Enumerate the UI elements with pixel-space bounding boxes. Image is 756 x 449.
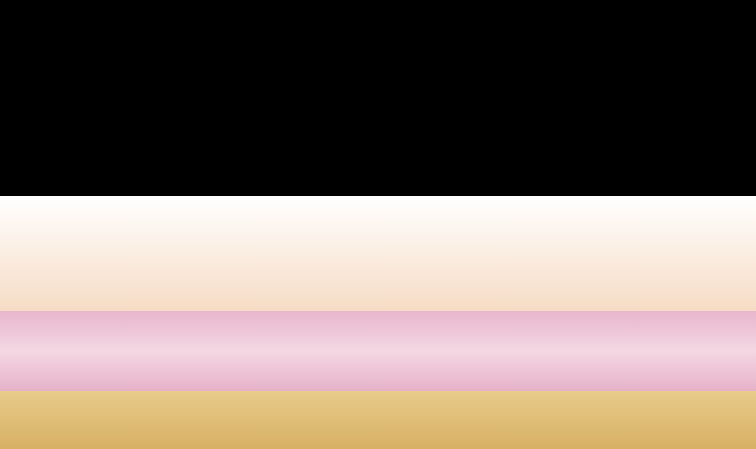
- header-banner: [0, 0, 756, 196]
- skin-diagram: [0, 196, 756, 449]
- soft-tissue-layer: [0, 311, 756, 391]
- surface-tissue-layer: [0, 196, 756, 311]
- deep-tissue-layer: [0, 391, 756, 449]
